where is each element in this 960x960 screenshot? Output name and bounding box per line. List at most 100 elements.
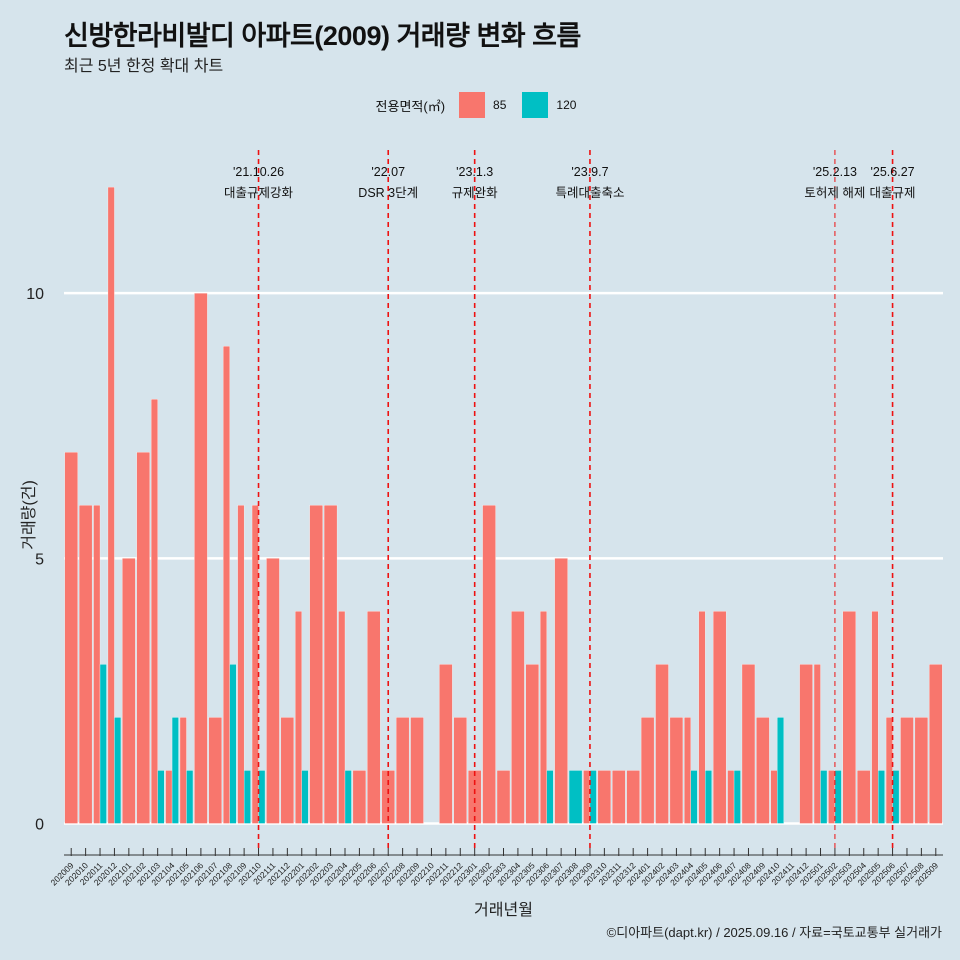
bar-120 [892,770,900,824]
event-date: '25.2.13 [813,165,857,179]
bar-85 [612,770,626,824]
event-label: 토허제 해제 [804,186,865,200]
event-date: '22.07 [371,165,405,179]
event-date: '25.6.27 [871,165,915,179]
bar-85 [525,664,539,824]
bar-85 [78,505,93,824]
bar-120 [301,770,309,824]
bar-85 [179,717,187,824]
bar-85 [395,717,410,824]
bar-85 [885,717,893,824]
bar-85 [828,770,836,824]
source-caption: ©디아파트(dapt.kr) / 2025.09.16 / 자료=국토교통부 실… [606,925,942,940]
event-label: DSR 3단계 [358,186,418,200]
bar-85 [583,770,591,824]
bar-120 [171,717,179,824]
bar-85 [165,770,173,824]
bar-120 [546,770,554,824]
bar-85 [323,505,338,824]
bar-85 [857,770,871,824]
bar-85 [208,717,222,824]
bar-85 [410,717,424,824]
bar-85 [741,664,756,824]
bar-120 [157,770,165,824]
bar-85 [640,717,655,824]
bar-85 [871,611,879,824]
bar-85 [251,505,259,824]
bar-120 [258,770,266,824]
bar-120 [99,664,107,824]
bar-85 [93,505,101,824]
bar-85 [698,611,706,824]
y-tick-label: 5 [35,551,44,568]
bar-120 [344,770,352,824]
bar-85 [669,717,684,824]
bar-85 [554,558,568,824]
bar-85 [770,770,778,824]
event-date: '23.9.7 [571,165,608,179]
event-label: 특례대출축소 [555,186,624,200]
bar-85 [64,452,78,824]
bar-85 [482,505,496,824]
bar-85 [756,717,770,824]
bar-85 [684,717,691,824]
bar-85 [496,770,511,824]
bar-85 [309,505,323,824]
bar-85 [367,611,381,824]
bar-85 [194,293,208,824]
bar-85 [352,770,367,824]
legend-label-85: 85 [493,98,507,112]
bar-120 [878,770,885,824]
bar-85 [338,611,346,824]
bar-85 [626,770,640,824]
bar-85 [511,611,525,824]
bar-85 [813,664,821,824]
bar-120 [229,664,237,824]
chart-title: 신방한라비발디 아파트(2009) 거래량 변화 흐름 [64,21,581,51]
bar-120 [568,770,583,824]
legend-title: 전용면적(㎡) [375,98,446,114]
bar-85 [929,664,943,824]
bar-120 [733,770,741,824]
bar-120 [589,770,597,824]
bar-85 [237,505,245,824]
bar-85 [381,770,395,824]
event-label: 규제완화 [452,186,499,200]
bar-85 [107,186,115,824]
bar-85 [468,770,482,824]
legend-label-120: 120 [556,98,577,112]
bar-85 [655,664,669,824]
bar-85 [799,664,813,824]
chart-subtitle: 최근 5년 한정 확대 차트 [64,58,224,75]
bar-85 [266,558,280,824]
bar-120 [690,770,698,824]
bar-85 [439,664,453,824]
y-tick-label: 10 [26,286,44,303]
event-date: '21.10.26 [233,165,284,179]
bar-85 [223,346,230,824]
bar-85 [280,717,294,824]
bar-85 [900,717,914,824]
bar-85 [914,717,929,824]
bar-85 [136,452,150,824]
legend: 전용면적(㎡) 85 120 [0,92,960,118]
bar-85 [453,717,467,824]
y-tick-label: 0 [35,816,44,833]
bar-120 [777,717,784,824]
bar-85 [540,611,547,824]
event-label: 대출규제 [870,186,916,200]
bar-85 [597,770,612,824]
bar-85 [842,611,856,824]
bar-85 [713,611,727,824]
bar-120 [834,770,842,824]
bar-85 [727,770,735,824]
x-axis-title: 거래년월 [474,901,533,919]
bar-85 [151,399,158,824]
bar-120 [820,770,828,824]
legend-key-120 [522,92,549,118]
legend-key-85 [459,92,486,118]
event-date: '23.1.3 [456,165,493,179]
bar-85 [122,558,136,824]
bar-85 [295,611,302,824]
